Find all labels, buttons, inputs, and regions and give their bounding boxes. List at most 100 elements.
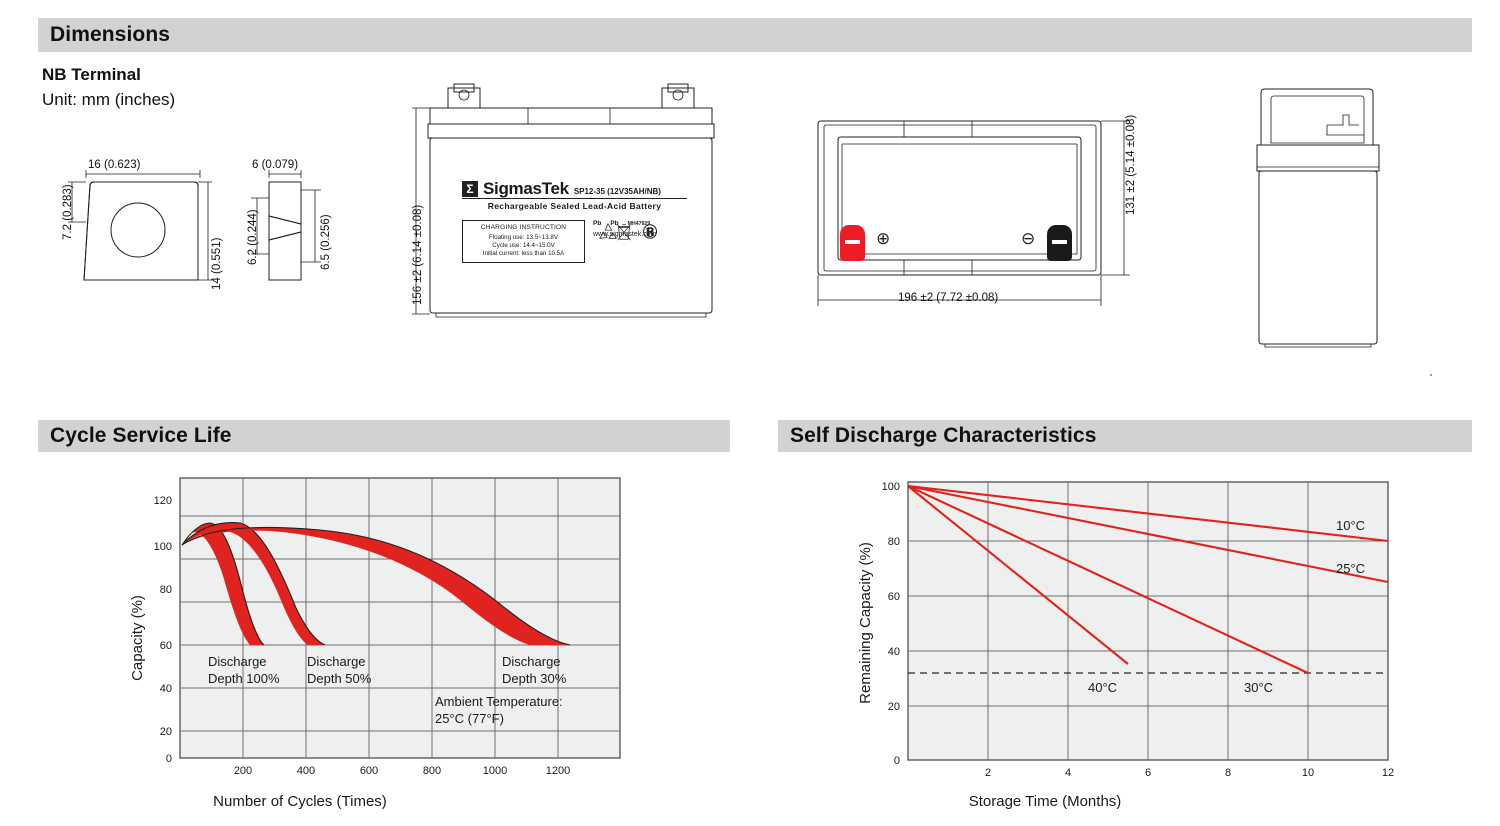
svg-text:2: 2	[985, 767, 991, 779]
svg-text:60: 60	[888, 591, 900, 603]
cycle-plot-background	[179, 477, 621, 759]
website-text: www.sigmastek.com	[593, 231, 657, 238]
page-artifact-dot	[1430, 374, 1432, 376]
svg-text:1000: 1000	[483, 765, 507, 777]
cycle-vertical-gridlines	[242, 478, 559, 758]
self-discharge-vertical-gridlines	[987, 482, 1309, 760]
cycle-band-dod-50	[182, 522, 325, 645]
self-discharge-x-axis-title: Storage Time (Months)	[969, 793, 1122, 810]
cycle-x-tick-labels: 200 400 600 800 1000 1200	[234, 765, 570, 777]
recycle-pb-caption: Pb	[593, 220, 602, 227]
positive-polarity-symbol: ⊕	[876, 229, 891, 248]
svg-text:Ⓡ: Ⓡ	[643, 223, 658, 241]
battery-type-line: Rechargeable Sealed Lead-Acid Battery	[462, 198, 687, 211]
self-discharge-y-axis-title: Remaining Capacity (%)	[857, 542, 874, 704]
cycle-service-life-chart: 120 100 80 60 40 20 0 200 400 600 800 10…	[129, 477, 621, 810]
cycle-annotation-dod-50: Discharge Depth 50%	[307, 654, 372, 686]
dim-terminal-outer: 6.5 (0.256)	[320, 214, 332, 270]
self-discharge-line-10c	[907, 484, 1389, 543]
svg-text:80: 80	[888, 536, 900, 548]
section-header-cycle-service-life: Cycle Service Life	[38, 420, 730, 452]
svg-text:Discharge: Discharge	[208, 654, 267, 669]
dim-battery-width: 196 ±2 (7.72 ±0.08)	[898, 292, 999, 304]
svg-text:0: 0	[166, 753, 172, 765]
section-title-dimensions: Dimensions	[50, 23, 171, 46]
self-discharge-line-30c	[907, 485, 1309, 674]
no-bin-pb-caption: Pb	[610, 220, 619, 227]
svg-text:Depth 30%: Depth 30%	[502, 671, 567, 686]
no-bin-pb-icon	[617, 224, 632, 241]
dim-terminal-top-height: 7.2 (0.283)	[62, 184, 74, 240]
section-header-self-discharge: Self Discharge Characteristics	[778, 420, 1472, 452]
cycle-annotation-ambient-temp: Ambient Temperature: 25°C (77°F)	[435, 694, 563, 726]
svg-text:20: 20	[888, 701, 900, 713]
dim-terminal-inner: 6.2 (0.244)	[247, 209, 259, 265]
svg-text:800: 800	[423, 765, 441, 777]
svg-text:25°C (77°F): 25°C (77°F)	[435, 711, 504, 726]
self-discharge-label-10c: 10°C	[1336, 518, 1365, 533]
terminal-front-view-drawing	[68, 170, 212, 281]
charging-line-initial: Initial current: less than 10.5A	[482, 249, 565, 257]
recycle-pb-icon	[599, 223, 618, 239]
dim-terminal-width: 16 (0.623)	[88, 159, 141, 171]
cycle-band-dod-100	[182, 523, 264, 645]
dim-battery-depth: 131 ±2 (5.14 ±0.08)	[1125, 114, 1137, 215]
self-discharge-chart: 10°C 25°C 30°C 40°C 100 80 60 40 20 0 2 …	[857, 481, 1394, 810]
self-discharge-label-40c: 40°C	[1088, 680, 1117, 695]
battery-front-view-drawing	[412, 83, 715, 318]
svg-text:100: 100	[882, 481, 900, 493]
svg-text:80: 80	[160, 584, 172, 596]
svg-text:40: 40	[160, 683, 172, 695]
svg-text:600: 600	[360, 765, 378, 777]
svg-text:60: 60	[160, 640, 172, 652]
section-title-cycle-service-life: Cycle Service Life	[50, 424, 232, 447]
sigma-logo-icon: Σ	[462, 181, 478, 197]
svg-text:U: U	[645, 226, 654, 240]
negative-terminal	[1047, 225, 1072, 261]
dim-battery-height: 156 ±2 (6.14 ±0.08)	[412, 204, 424, 305]
section-title-self-discharge: Self Discharge Characteristics	[790, 424, 1097, 447]
battery-top-view-drawing	[817, 120, 1130, 306]
model-number: SP12-35 (12V35AH/NB)	[573, 187, 661, 196]
charging-line-cycle: Cycle use: 14.4~15.0V	[492, 241, 555, 249]
svg-text:100: 100	[154, 541, 172, 553]
cycle-annotation-dod-100: Discharge Depth 100%	[208, 654, 280, 686]
dim-terminal-thickness: 6 (0.079)	[252, 159, 299, 171]
brand-name: SigmasTek	[483, 179, 569, 198]
svg-text:Depth 50%: Depth 50%	[307, 671, 372, 686]
svg-text:6: 6	[1145, 767, 1151, 779]
self-discharge-label-25c: 25°C	[1336, 561, 1365, 576]
svg-text:8: 8	[1225, 767, 1231, 779]
svg-text:Depth 100%: Depth 100%	[208, 671, 280, 686]
svg-text:200: 200	[234, 765, 252, 777]
cycle-annotation-dod-30: Discharge Depth 30%	[502, 654, 567, 686]
svg-text:400: 400	[297, 765, 315, 777]
cycle-y-axis-title: Capacity (%)	[129, 595, 146, 681]
terminal-side-section-drawing	[251, 170, 321, 281]
svg-text:4: 4	[1065, 767, 1071, 779]
dim-terminal-height: 14 (0.551)	[211, 237, 223, 290]
positive-terminal-slot	[845, 240, 860, 244]
self-discharge-line-40c	[907, 485, 1129, 665]
charging-instruction-box: CHARGING INSTRUCTION Floating use: 13.5~…	[462, 220, 585, 263]
svg-text:20: 20	[160, 726, 172, 738]
svg-text:12: 12	[1382, 767, 1394, 779]
self-discharge-x-tick-labels: 2 4 6 8 10 12	[985, 767, 1394, 779]
negative-terminal-slot	[1052, 240, 1067, 244]
svg-text:0: 0	[894, 755, 900, 767]
cycle-band-dod-30	[182, 527, 570, 645]
ul-listed-icon: Ⓡ U	[643, 223, 658, 241]
ul-file-number: MH47929	[627, 221, 651, 227]
battery-side-view-drawing	[1256, 88, 1380, 348]
self-discharge-y-tick-labels: 100 80 60 40 20 0	[882, 481, 900, 767]
charging-instruction-title: CHARGING INSTRUCTION	[480, 224, 567, 231]
svg-text:40: 40	[888, 646, 900, 658]
negative-polarity-symbol: ⊖	[1021, 229, 1036, 248]
cycle-x-axis-title: Number of Cycles (Times)	[213, 793, 387, 810]
section-header-dimensions: Dimensions	[38, 18, 1472, 52]
svg-text:1200: 1200	[546, 765, 570, 777]
svg-text:Discharge: Discharge	[502, 654, 561, 669]
svg-text:10: 10	[1302, 767, 1314, 779]
charging-line-floating: Floating use: 13.5~13.8V	[489, 234, 558, 241]
svg-text:Ambient Temperature:: Ambient Temperature:	[435, 694, 563, 709]
